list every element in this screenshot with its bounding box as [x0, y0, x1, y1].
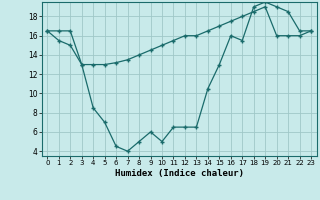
X-axis label: Humidex (Indice chaleur): Humidex (Indice chaleur) [115, 169, 244, 178]
